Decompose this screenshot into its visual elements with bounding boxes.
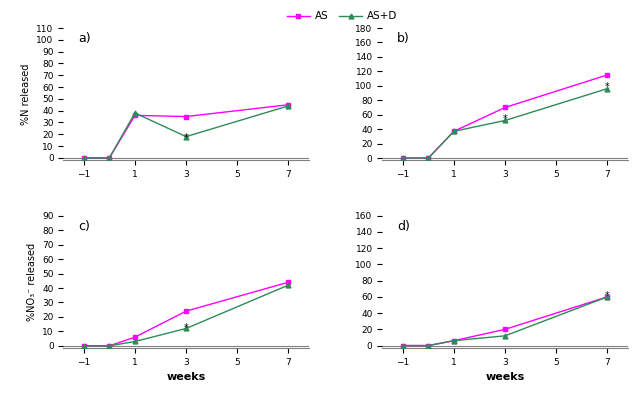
Line: AS: AS [81,280,291,348]
AS [106,344,113,348]
AS+D [285,283,292,288]
AS [80,344,87,348]
AS [450,338,458,343]
AS+D [501,118,509,123]
AS [425,156,432,160]
Text: *: * [503,114,507,124]
AS+D [604,86,611,91]
AS [604,294,611,299]
Line: AS: AS [400,72,610,160]
AS [399,343,406,348]
AS+D [285,104,292,108]
X-axis label: weeks: weeks [486,372,524,382]
AS+D [604,294,611,299]
Text: b): b) [397,32,410,45]
Y-axis label: %NO₃⁻ released: %NO₃⁻ released [27,243,37,321]
AS [399,156,406,160]
AS+D [182,134,190,139]
Line: AS+D: AS+D [400,86,610,160]
Text: *: * [184,132,188,142]
Text: d): d) [397,220,410,233]
AS+D [182,326,190,331]
Legend: AS, AS+D: AS, AS+D [283,7,402,26]
AS [450,129,458,134]
Line: AS+D: AS+D [81,283,291,348]
AS [182,309,190,314]
AS+D [425,156,432,160]
Y-axis label: %N released: %N released [21,64,31,125]
AS [131,113,139,118]
AS [285,280,292,285]
AS [604,72,611,77]
AS [285,102,292,107]
Line: AS+D: AS+D [400,294,610,348]
Line: AS+D: AS+D [81,104,291,160]
AS [182,114,190,119]
AS+D [425,343,432,348]
Line: AS: AS [81,102,291,160]
AS+D [106,156,113,160]
AS [501,327,509,332]
Text: *: * [605,291,609,301]
AS+D [80,344,87,348]
Text: *: * [605,82,609,92]
AS+D [80,156,87,160]
AS [131,335,139,340]
AS+D [450,338,458,343]
AS+D [131,339,139,344]
AS+D [399,343,406,348]
AS+D [450,129,458,134]
Line: AS: AS [400,294,610,348]
AS [106,156,113,160]
AS [425,343,432,348]
Text: *: * [184,323,188,333]
AS+D [399,156,406,160]
AS [80,156,87,160]
Text: a): a) [78,32,91,45]
AS+D [106,344,113,348]
X-axis label: weeks: weeks [167,372,205,382]
AS+D [131,111,139,116]
Text: c): c) [78,220,90,233]
AS+D [501,334,509,338]
AS [501,105,509,110]
